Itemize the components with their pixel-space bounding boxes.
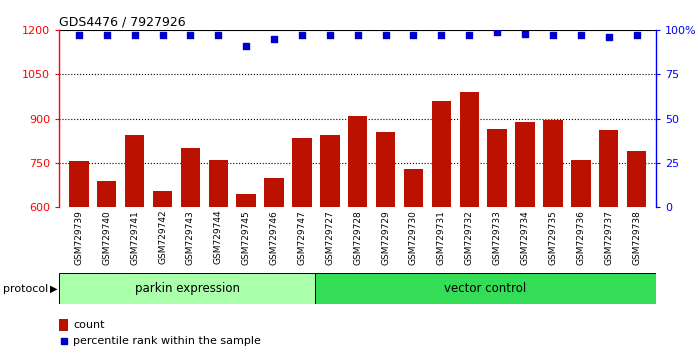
Point [575, 33, 586, 38]
Point [241, 43, 252, 49]
Point [157, 33, 168, 38]
Point [603, 34, 614, 40]
Point [269, 36, 280, 42]
Bar [292, 138, 312, 207]
Point [436, 33, 447, 38]
Bar [69, 161, 89, 207]
Text: ▶: ▶ [50, 284, 58, 293]
Bar [431, 101, 451, 207]
Bar [265, 178, 284, 207]
Bar [599, 130, 618, 207]
Bar [181, 148, 200, 207]
Point [463, 33, 475, 38]
Point [380, 33, 391, 38]
Bar [571, 160, 591, 207]
Text: parkin expression: parkin expression [135, 282, 239, 295]
Point [491, 29, 503, 35]
Point [547, 33, 558, 38]
Point [267, 240, 278, 245]
Bar [487, 129, 507, 207]
Point [185, 33, 196, 38]
Bar [59, 319, 68, 331]
Point [352, 33, 363, 38]
Point [408, 33, 419, 38]
Bar [376, 132, 395, 207]
Bar [59, 273, 315, 304]
Point [297, 33, 308, 38]
Point [631, 33, 642, 38]
Point [129, 33, 140, 38]
Bar [459, 92, 479, 207]
Bar [348, 116, 367, 207]
Point [519, 31, 530, 36]
Point [101, 33, 112, 38]
Bar [125, 135, 144, 207]
Text: count: count [73, 320, 105, 330]
Bar [209, 160, 228, 207]
Bar [543, 120, 563, 207]
Point [325, 33, 336, 38]
Bar [627, 151, 646, 207]
Point [213, 33, 224, 38]
Bar [320, 135, 340, 207]
Bar [97, 181, 117, 207]
Text: vector control: vector control [445, 282, 527, 295]
Point [73, 33, 84, 38]
Bar [315, 273, 656, 304]
Text: protocol: protocol [3, 284, 49, 293]
Bar [403, 169, 423, 207]
Bar [515, 121, 535, 207]
Text: GDS4476 / 7927926: GDS4476 / 7927926 [59, 16, 186, 29]
Bar [153, 191, 172, 207]
Bar [237, 194, 256, 207]
Text: percentile rank within the sample: percentile rank within the sample [73, 336, 261, 346]
